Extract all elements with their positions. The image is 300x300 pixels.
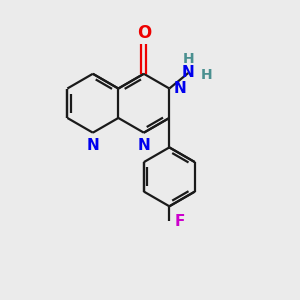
Text: N: N [182,65,195,80]
Text: N: N [86,138,99,153]
Text: N: N [173,81,186,96]
Text: H: H [200,68,212,82]
Text: N: N [137,138,150,153]
Text: O: O [137,24,151,42]
Text: H: H [183,52,194,66]
Text: F: F [175,214,185,229]
